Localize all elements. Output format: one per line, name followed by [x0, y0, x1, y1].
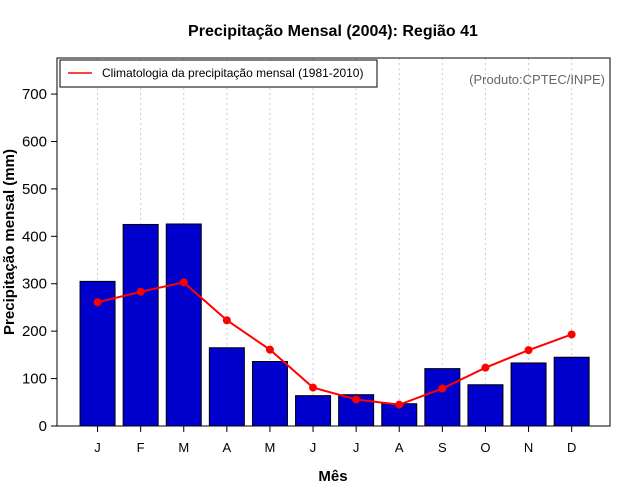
climatology-point: [179, 278, 188, 287]
x-tick-label: A: [395, 440, 404, 455]
source-credit: (Produto:CPTEC/INPE): [469, 72, 605, 87]
climatology-point: [222, 316, 231, 325]
y-tick-label: 500: [22, 181, 47, 198]
legend: Climatologia da precipitação mensal (198…: [59, 59, 378, 88]
x-tick-label: S: [438, 440, 447, 455]
bar-S: [424, 368, 461, 427]
x-tick-label: J: [310, 440, 317, 455]
bar-D: [553, 356, 590, 427]
bar-O: [467, 384, 504, 427]
x-tick-label: D: [567, 440, 576, 455]
climatology-point: [136, 287, 145, 296]
x-tick-label: A: [223, 440, 232, 455]
bar-J: [295, 395, 332, 427]
climatology-point: [438, 384, 447, 393]
y-tick-label: 0: [39, 418, 47, 435]
climatology-point: [352, 395, 361, 404]
x-tick-label: N: [524, 440, 533, 455]
y-tick-label: 600: [22, 133, 47, 150]
x-tick-label: F: [137, 440, 145, 455]
y-axis: 0 100 200 300 400 500 600 700: [22, 86, 57, 435]
y-tick-label: 400: [22, 228, 47, 245]
bar-M: [165, 223, 202, 427]
y-tick-label: 700: [22, 86, 47, 103]
climatology-point: [524, 346, 533, 355]
x-tick-label: J: [94, 440, 101, 455]
x-tick-label: O: [480, 440, 490, 455]
legend-box: [59, 59, 378, 88]
bar-N: [510, 362, 547, 427]
y-axis-label: Precipitação mensal (mm): [1, 149, 18, 335]
bar-A: [208, 347, 245, 427]
y-tick-label: 300: [22, 276, 47, 293]
climatology-point: [265, 345, 274, 354]
y-tick-label: 200: [22, 323, 47, 340]
bar-F: [122, 223, 159, 427]
climatology-point: [309, 383, 318, 392]
climatology-line: [93, 278, 576, 409]
climatology-point: [395, 400, 404, 409]
x-tick-label: M: [265, 440, 276, 455]
bar-M: [251, 361, 288, 427]
climatology-point: [481, 363, 490, 372]
climatology-polyline: [97, 281, 572, 406]
chart-title: Precipitação Mensal (2004): Região 41: [188, 23, 478, 40]
legend-label-climatology: Climatologia da precipitação mensal (198…: [102, 66, 363, 80]
x-tick-label: M: [178, 440, 189, 455]
bars: [79, 223, 590, 427]
x-tick-label: J: [353, 440, 360, 455]
climatology-point: [567, 330, 576, 339]
y-tick-label: 100: [22, 371, 47, 388]
x-axis-label: Mês: [318, 468, 347, 485]
plot-frame: [56, 57, 611, 427]
climatology-point: [93, 298, 102, 307]
